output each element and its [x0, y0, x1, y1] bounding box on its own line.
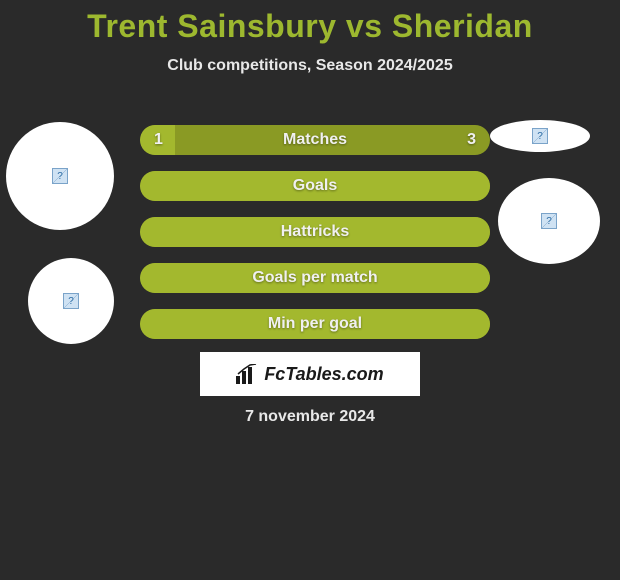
stat-label: Goals [140, 171, 490, 201]
page-subtitle: Club competitions, Season 2024/2025 [0, 57, 620, 75]
stat-row: Goals [140, 171, 490, 201]
player1-small: ? [28, 258, 114, 344]
page-title: Trent Sainsbury vs Sheridan [0, 0, 620, 45]
stat-label: Hattricks [140, 217, 490, 247]
stat-row: Hattricks [140, 217, 490, 247]
player1-large: ? [6, 122, 114, 230]
image-placeholder-icon: ? [541, 213, 557, 229]
image-placeholder-icon: ? [532, 128, 548, 144]
stat-label: Goals per match [140, 263, 490, 293]
image-placeholder-icon: ? [52, 168, 68, 184]
stat-label: Matches [140, 125, 490, 155]
player2-ellipse: ? [490, 120, 590, 152]
stats-panel: 1Matches3 Goals Hattricks Goals per match Mi… [140, 125, 490, 355]
stat-row: 1Matches3 [140, 125, 490, 155]
player2-round: ? [498, 178, 600, 264]
branding-badge: FcTables.com [200, 352, 420, 396]
stat-row: Goals per match [140, 263, 490, 293]
brand-text: FcTables.com [264, 364, 383, 385]
stat-value-right: 3 [467, 125, 476, 155]
chart-icon [236, 364, 258, 384]
stat-label: Min per goal [140, 309, 490, 339]
stat-row: Min per goal [140, 309, 490, 339]
image-placeholder-icon: ? [63, 293, 79, 309]
date-label: 7 november 2024 [0, 408, 620, 426]
